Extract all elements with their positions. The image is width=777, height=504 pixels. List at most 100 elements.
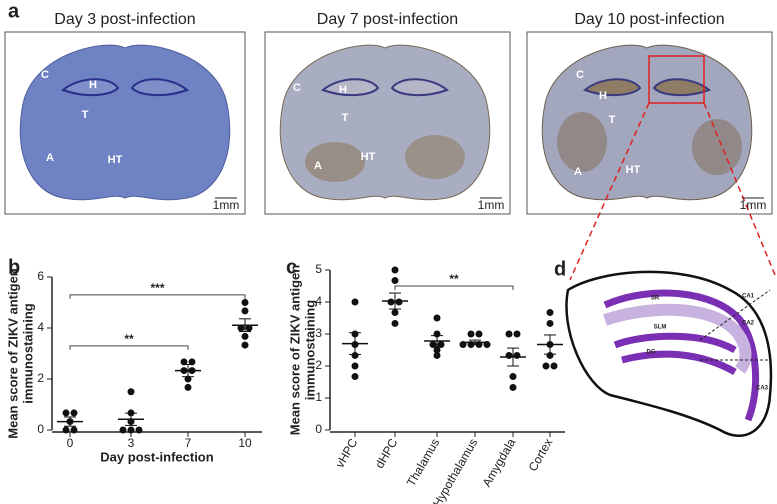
data-point	[546, 309, 554, 317]
data-point	[127, 388, 135, 396]
data-point	[351, 351, 359, 359]
data-point	[391, 309, 399, 317]
y-axis-label: Mean score of ZIKV antigen	[287, 265, 302, 436]
region-label: T	[609, 114, 616, 126]
data-point	[241, 307, 249, 315]
zoom-line	[569, 102, 650, 281]
data-point	[509, 383, 517, 391]
region-label: H	[599, 90, 607, 102]
error-bar	[544, 334, 556, 355]
y-tick-label: 6	[37, 269, 44, 283]
region-label: C	[293, 82, 301, 94]
error-bar	[182, 363, 194, 378]
x-tick-label: vHPC	[333, 436, 361, 470]
stain	[692, 119, 742, 175]
image-title: Day 7 post-infection	[317, 11, 458, 28]
image-panel	[264, 31, 511, 215]
region-label: A	[314, 160, 322, 172]
diagram-label: CA2	[742, 321, 755, 327]
image-panel	[4, 31, 246, 215]
significance-bracket	[69, 345, 189, 350]
significance-bracket	[69, 294, 246, 299]
stain	[305, 142, 365, 182]
image-title: Day 10 post-infection	[574, 11, 724, 28]
data-point	[241, 341, 249, 349]
data-point	[241, 299, 249, 306]
data-point	[62, 409, 70, 417]
stain	[405, 135, 465, 179]
scale-label: 1mm	[213, 198, 240, 212]
y-tick-label: 2	[315, 358, 322, 372]
x-axis-label: Day post-infection	[100, 449, 213, 464]
data-point	[513, 351, 521, 359]
data-point	[391, 266, 399, 274]
region-label: C	[41, 69, 49, 81]
x-tick-label: dHPC	[372, 436, 400, 471]
data-point	[433, 314, 441, 322]
region-label: T	[342, 112, 349, 124]
error-bar	[389, 292, 401, 310]
data-point	[475, 330, 483, 338]
y-tick-label: 1	[315, 390, 322, 404]
scale-label: 1mm	[740, 198, 767, 212]
region-label: HT	[361, 151, 376, 163]
data-point	[509, 373, 517, 381]
x-tick-label: Thalamus	[404, 436, 442, 489]
region-label: A	[46, 152, 54, 164]
data-point	[184, 383, 192, 391]
data-point	[433, 351, 441, 359]
y-tick-label: 4	[315, 294, 322, 308]
significance-label: **	[124, 332, 134, 346]
significance-label: **	[449, 272, 459, 286]
data-point	[550, 362, 558, 370]
data-point	[387, 298, 395, 306]
region-label: H	[89, 79, 97, 91]
region-label: HT	[626, 164, 641, 176]
data-point	[180, 358, 188, 366]
x-tick-label: 3	[128, 436, 135, 450]
panel-label: a	[8, 0, 20, 22]
zoom-box	[648, 55, 705, 104]
data-point	[119, 426, 127, 434]
error-bar	[431, 335, 443, 347]
region-label: C	[576, 69, 584, 81]
brain-section	[279, 44, 491, 201]
dentate-gyrus	[613, 332, 737, 376]
data-point	[391, 277, 399, 285]
scale-label: 1mm	[478, 198, 505, 212]
image-title: Day 3 post-infection	[54, 11, 195, 28]
data-point	[184, 375, 192, 383]
error-bar	[239, 318, 251, 333]
panel-label: d	[554, 258, 566, 280]
y-tick-label: 3	[315, 326, 322, 340]
boundary	[699, 289, 771, 341]
panel-label: b	[8, 256, 20, 278]
data-point	[245, 324, 253, 332]
data-point	[351, 298, 359, 306]
significance-bracket	[394, 285, 514, 290]
x-tick-label: Amygdala	[480, 436, 519, 489]
y-axis-label: Mean score of ZIKV antigen	[5, 268, 20, 439]
data-point	[542, 362, 550, 370]
panel-label: c	[286, 256, 297, 278]
y-axis-label: immunostaining	[20, 303, 35, 403]
y-tick-label: 0	[315, 422, 322, 436]
data-point	[395, 298, 403, 306]
stain	[557, 112, 607, 172]
diagram-label: DG	[647, 350, 656, 356]
data-point	[241, 332, 249, 340]
data-point	[505, 330, 513, 338]
image-panel	[526, 31, 773, 215]
data-point	[505, 351, 513, 359]
data-point	[70, 426, 78, 434]
data-point	[237, 324, 245, 332]
x-tick-label: 7	[185, 436, 192, 450]
diagram-label: CA3	[756, 386, 769, 392]
y-tick-label: 0	[37, 422, 44, 436]
data-point	[351, 373, 359, 381]
data-point	[467, 330, 475, 338]
error-bar	[507, 347, 519, 367]
error-bar	[64, 416, 76, 427]
x-tick-label: Cortex	[526, 436, 556, 474]
